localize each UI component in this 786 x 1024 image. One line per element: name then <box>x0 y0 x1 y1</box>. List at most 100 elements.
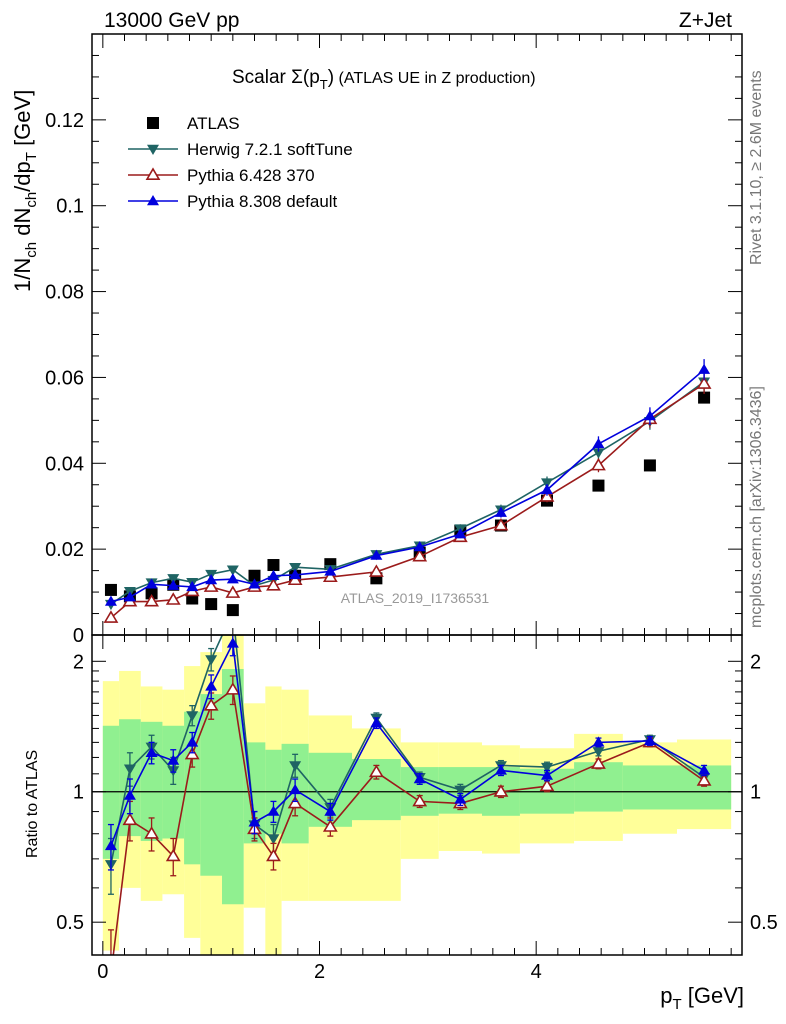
data-point-pythia8 <box>123 591 136 602</box>
data-point-atlas <box>592 479 605 492</box>
data-point-atlas <box>145 587 158 600</box>
main-y-axis-title: 1/Nch dNch/dpT [GeV] <box>10 90 40 292</box>
main-panel-series <box>103 359 712 623</box>
mcplots-label: mcplots.cern.ch [arXiv:1306.3436] <box>748 386 765 628</box>
data-point-herwig <box>167 574 180 585</box>
y-tick-label: 0.06 <box>45 367 84 389</box>
ratio-y-tick-label-right: 2 <box>750 651 761 673</box>
ratio-point-pythia8 <box>592 736 605 747</box>
series-line-pythia8 <box>110 369 705 603</box>
ratio-point-pythia8 <box>104 839 117 851</box>
data-point-pythia8 <box>592 437 605 449</box>
ratio-point-pythia8 <box>205 680 218 691</box>
legend-label-pythia8: Pythia 8.308 default <box>187 192 338 211</box>
legend-marker-pythia6 <box>145 167 161 180</box>
ratio-point-pythia6 <box>122 812 138 826</box>
data-point-atlas <box>643 459 656 472</box>
data-point-atlas <box>248 569 261 582</box>
ratio-point-pythia8 <box>541 769 553 780</box>
x-tick-label: 4 <box>531 961 542 983</box>
x-tick-label: 0 <box>97 961 108 983</box>
data-point-pythia8 <box>698 363 711 374</box>
y-tick-label: 0.02 <box>45 539 84 561</box>
inner-band-bin <box>184 711 201 865</box>
ratio-y-tick-label-right: 0.5 <box>750 912 778 934</box>
ratio-point-pythia8 <box>226 637 239 648</box>
data-point-pythia8 <box>267 569 280 580</box>
plot-title: Scalar Σ(pT) (ATLAS UE in Z production) <box>232 67 536 92</box>
ratio-point-pythia6 <box>539 778 555 792</box>
ratio-point-pythia8 <box>324 805 337 816</box>
ratio-point-pythia8 <box>267 805 280 816</box>
ratio-point-pythia8 <box>413 773 426 784</box>
data-point-pythia6 <box>266 578 281 591</box>
ratio-point-pythia6 <box>591 756 606 769</box>
ratio-panel-series <box>104 635 712 955</box>
ratio-y-tick-label-right: 1 <box>750 782 761 804</box>
x-axis-title: pT [GeV] <box>660 983 744 1013</box>
ratio-point-pythia6 <box>287 795 303 809</box>
ratio-point-herwig <box>592 747 605 758</box>
data-point-atlas <box>205 598 218 611</box>
ratio-y-tick-label: 2 <box>73 651 84 673</box>
data-point-pythia6 <box>322 569 338 583</box>
ratio-point-pythia8 <box>123 789 136 800</box>
ratio-point-herwig <box>454 785 467 796</box>
ratio-point-pythia6 <box>412 793 428 807</box>
data-point-pythia8 <box>104 595 117 606</box>
data-point-pythia6 <box>368 564 384 577</box>
data-point-pythia8 <box>248 578 261 589</box>
ratio-point-pythia8 <box>698 764 711 775</box>
y-tick-label: 0 <box>73 625 84 647</box>
ratio-point-pythia6 <box>696 773 712 786</box>
data-point-pythia6 <box>165 592 181 605</box>
ratio-point-pythia8 <box>454 793 467 804</box>
ratio-point-pythia8 <box>167 754 180 765</box>
data-point-pythia8 <box>167 579 180 590</box>
ratio-point-pythia6 <box>322 819 338 832</box>
y-tick-label: 0.1 <box>56 196 84 218</box>
ratio-point-pythia6 <box>144 826 159 839</box>
data-point-pythia8 <box>226 573 239 584</box>
data-point-pythia6 <box>287 572 303 586</box>
ratio-y-tick-label: 1 <box>73 782 84 804</box>
data-point-pythia8 <box>370 549 383 560</box>
ratio-point-herwig <box>289 761 302 772</box>
ratio-point-herwig <box>123 764 136 775</box>
ratio-point-pythia6 <box>266 848 281 862</box>
data-point-pythia6 <box>412 548 428 562</box>
ratio-point-pythia8 <box>145 746 158 757</box>
data-point-pythia6 <box>103 610 119 623</box>
y-tick-label: 0.08 <box>45 282 84 304</box>
x-tick-label: 2 <box>314 961 325 983</box>
legend-label-pythia6: Pythia 6.428 370 <box>187 166 315 185</box>
series-line-herwig <box>110 381 705 605</box>
ratio-point-pythia6 <box>165 848 181 862</box>
header-left: 13000 GeV pp <box>104 9 239 32</box>
ratio-point-pythia8 <box>289 783 302 795</box>
data-point-pythia6 <box>539 489 555 502</box>
data-point-pythia8 <box>541 483 553 495</box>
data-point-pythia6 <box>696 376 712 389</box>
ratio-point-pythia8 <box>494 764 507 775</box>
ratio-point-pythia8 <box>248 816 261 827</box>
legend-marker-atlas <box>147 117 159 129</box>
inner-band-bin <box>200 694 222 876</box>
analysis-watermark: ATLAS_2019_I1736531 <box>341 590 490 606</box>
rivet-version-label: Rivet 3.1.10, ≥ 2.6M events <box>748 70 765 265</box>
data-point-pythia6 <box>203 579 219 592</box>
data-point-pythia8 <box>289 568 302 580</box>
data-point-pythia8 <box>145 578 158 589</box>
data-point-herwig <box>289 562 302 574</box>
data-point-pythia8 <box>324 565 337 576</box>
ratio-panel-axes: 0.5 0.5 1 1 2 2 0 2 4 <box>56 635 778 983</box>
inner-band-bin <box>574 762 623 812</box>
ratio-point-herwig <box>205 655 218 666</box>
ratio-point-herwig <box>541 762 553 774</box>
data-point-pythia6 <box>225 585 241 598</box>
legend-label-herwig: Herwig 7.2.1 softTune <box>187 140 353 159</box>
main-panel-axes: 0 0.02 0.04 0.06 0.08 0.1 0.12 <box>45 34 742 647</box>
ratio-point-pythia8 <box>370 717 383 728</box>
data-point-pythia8 <box>205 574 218 585</box>
